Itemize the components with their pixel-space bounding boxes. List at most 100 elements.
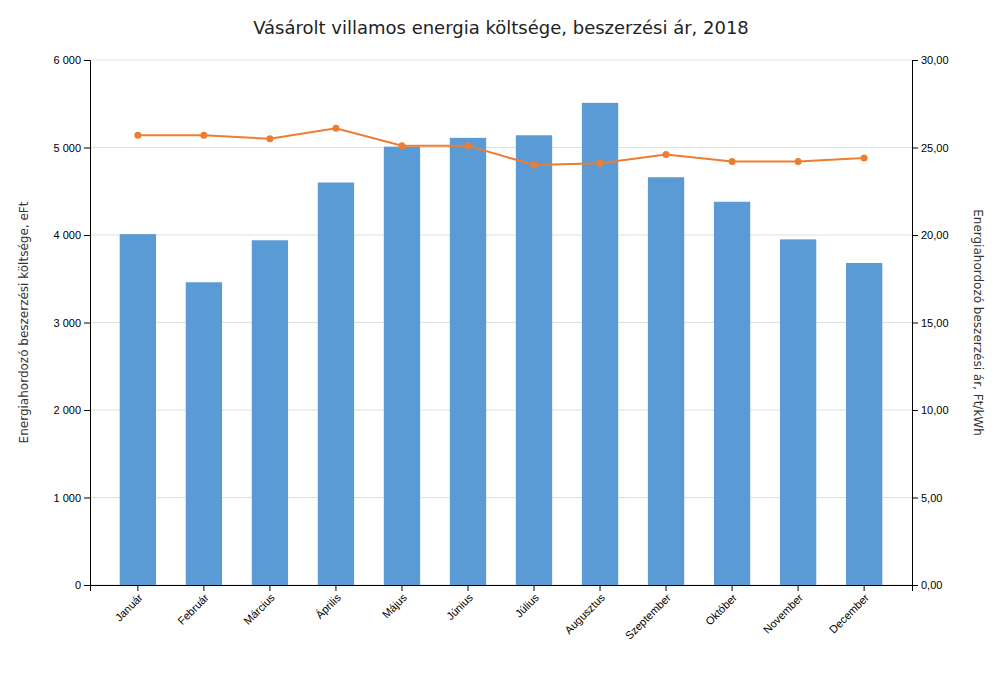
tick: Február — [175, 585, 211, 627]
grid-line — [90, 235, 912, 236]
tick-label: November — [761, 591, 806, 636]
tick-label: 0,00 — [921, 579, 942, 591]
tick-label: 4 000 — [53, 229, 81, 241]
tick: Március — [241, 585, 277, 627]
tick-mark — [84, 498, 90, 499]
marker — [134, 132, 141, 139]
tick-label: Március — [241, 591, 277, 627]
tick: 20,00 — [912, 229, 949, 241]
bar — [648, 177, 684, 585]
tick-mark — [912, 60, 918, 61]
tick-label: 3 000 — [53, 317, 81, 329]
tick: 2 000 — [53, 404, 90, 416]
tick: November — [761, 585, 806, 636]
tick: 5,00 — [912, 492, 942, 504]
tick-mark — [912, 498, 918, 499]
tick: 5 000 — [53, 142, 90, 154]
tick: 10,00 — [912, 404, 949, 416]
title: Vásárolt villamos energia költsége, besz… — [253, 17, 749, 38]
marker — [729, 158, 736, 165]
bar — [450, 138, 486, 585]
bar — [186, 282, 222, 585]
tick: 3 000 — [53, 317, 90, 329]
marker — [795, 158, 802, 165]
tick: Június — [444, 585, 475, 622]
bar — [120, 234, 156, 585]
marker — [464, 142, 471, 149]
tick: 1 000 — [53, 492, 90, 504]
tick-label: 5 000 — [53, 142, 81, 154]
marker — [200, 132, 207, 139]
y2-axis-title: Energiahordozó beszerzési ár, Ft/kWh — [971, 209, 985, 436]
chart: JanuárFebruárMárciusÁprilisMájusJúniusJú… — [0, 0, 1002, 685]
tick-mark — [912, 410, 918, 411]
tick-label: 15,00 — [921, 317, 949, 329]
tick-label: 20,00 — [921, 229, 949, 241]
x-axis: JanuárFebruárMárciusÁprilisMájusJúniusJú… — [91, 585, 913, 642]
bar — [714, 202, 750, 585]
tick-label: 6 000 — [53, 54, 81, 66]
axis-line — [91, 586, 913, 592]
tick-label: Május — [380, 591, 410, 621]
marks — [120, 103, 883, 585]
tick-label: 0 — [75, 579, 81, 591]
tick-mark — [534, 585, 535, 591]
tick-label: Január — [113, 591, 146, 624]
tick-mark — [912, 585, 918, 586]
tick-label: 2 000 — [53, 404, 81, 416]
tick-mark — [84, 60, 90, 61]
tick: Április — [313, 585, 343, 621]
bar — [318, 183, 354, 586]
bar — [384, 147, 420, 585]
tick: Május — [380, 585, 410, 621]
tick-mark — [84, 148, 90, 149]
tick-label: 5,00 — [921, 492, 942, 504]
tick-mark — [269, 585, 270, 591]
bar — [846, 263, 882, 585]
line — [138, 128, 864, 165]
tick: 15,00 — [912, 317, 949, 329]
bar — [582, 103, 618, 585]
tick-mark — [912, 148, 918, 149]
y-axis: 0 1 000 2 000 3 000 4 000 5 000 6 000 — [53, 54, 90, 591]
y-axis-title: Energiahordozó beszerzési költsége, eFt — [17, 201, 31, 443]
tick: 6 000 — [53, 54, 90, 66]
bar — [252, 240, 288, 585]
grid-line — [90, 147, 912, 148]
tick: Október — [703, 585, 739, 627]
bar — [516, 135, 552, 585]
tick: 30,00 — [912, 54, 949, 66]
tick: 4 000 — [53, 229, 90, 241]
marker — [398, 142, 405, 149]
tick: Január — [113, 585, 146, 624]
line-series — [134, 125, 867, 169]
tick: December — [827, 585, 872, 636]
grid-line — [90, 60, 912, 61]
tick-mark — [84, 323, 90, 324]
tick-mark — [912, 323, 918, 324]
tick: 0,00 — [912, 579, 942, 591]
tick: 25,00 — [912, 142, 949, 154]
tick-label: Február — [175, 591, 211, 627]
marker — [266, 135, 273, 142]
grid — [90, 60, 912, 585]
marker — [861, 155, 868, 162]
marker — [332, 125, 339, 132]
tick-mark — [600, 585, 601, 591]
bar — [780, 239, 816, 585]
tick-label: 1 000 — [53, 492, 81, 504]
tick-mark — [203, 585, 204, 591]
tick-label: 25,00 — [921, 142, 949, 154]
tick: Szeptember — [623, 585, 674, 642]
tick-mark — [84, 410, 90, 411]
tick-mark — [401, 585, 402, 591]
marker — [597, 160, 604, 167]
tick-label: December — [827, 591, 872, 636]
tick-mark — [84, 585, 90, 586]
tick: 0 — [75, 579, 90, 591]
tick-mark — [798, 585, 799, 591]
tick-label: Június — [444, 591, 475, 622]
plot: JanuárFebruárMárciusÁprilisMájusJúniusJú… — [17, 54, 985, 642]
tick-label: 10,00 — [921, 404, 949, 416]
marker — [531, 162, 538, 169]
